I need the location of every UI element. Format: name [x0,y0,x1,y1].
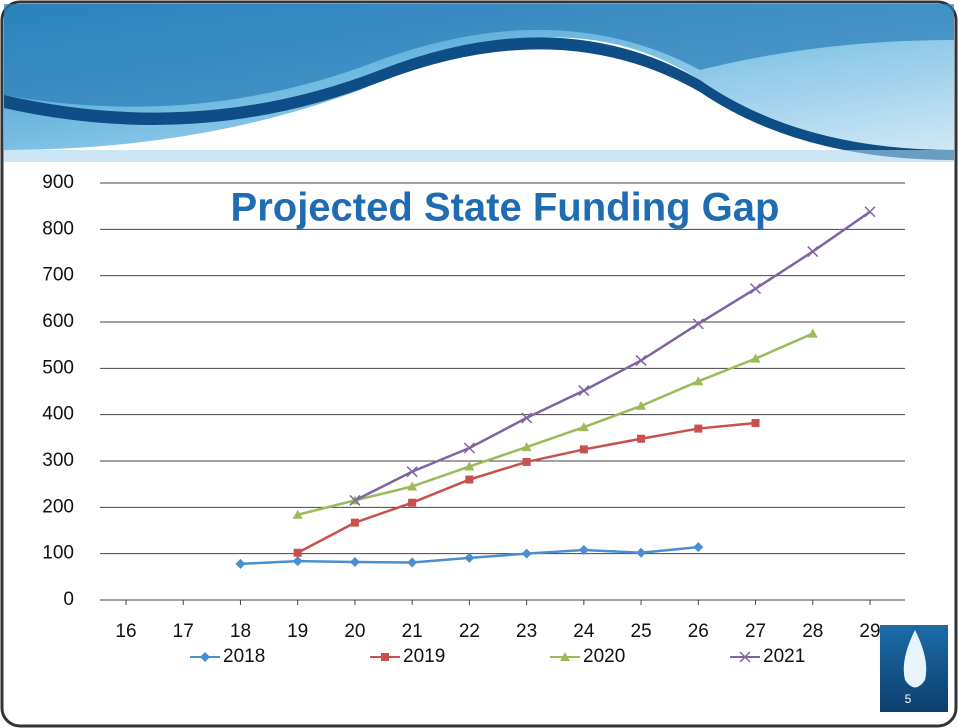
legend-label: 2021 [763,646,805,667]
x-tick-label: 23 [516,621,537,642]
y-tick-label: 700 [42,265,74,286]
x-tick-label: 26 [688,621,709,642]
header-wave-band [4,37,954,161]
marker [292,556,303,567]
marker [521,548,532,559]
marker [406,466,418,478]
marker [578,422,589,432]
marker [407,557,418,568]
marker [635,354,647,366]
marker [521,442,532,452]
marker [464,461,475,471]
marker [349,557,360,568]
x-tick-label: 27 [745,621,766,642]
legend-label: 2019 [403,646,445,667]
marker [807,246,819,258]
marker [464,552,475,563]
marker [293,548,302,557]
marker [636,400,647,410]
legend-marker [381,653,389,661]
x-tick-label: 20 [344,621,365,642]
legend-marker [200,652,210,662]
marker [465,475,474,484]
legend-marker [560,652,570,661]
x-tick-label: 21 [402,621,423,642]
drop-icon [903,630,927,688]
y-tick-label: 200 [42,496,74,517]
marker [350,518,359,527]
marker [864,206,876,218]
legend-marker [739,651,751,663]
marker [637,434,646,443]
chart-title: Projected State Funding Gap [231,186,780,230]
marker [235,558,246,569]
x-tick-label: 25 [631,621,652,642]
marker [522,457,531,466]
legend-label: 2020 [583,646,625,667]
marker [578,385,590,397]
header-bottom [4,150,954,162]
x-tick-label: 29 [859,621,880,642]
x-tick-label: 19 [287,621,308,642]
x-tick-label: 17 [173,621,194,642]
marker [578,544,589,555]
y-tick-label: 600 [42,311,74,332]
marker [751,419,760,428]
y-tick-label: 800 [42,218,74,239]
marker [521,412,533,424]
marker [579,445,588,454]
series-line [297,332,814,516]
marker [407,481,418,491]
header-wave-top [4,4,954,107]
y-tick-label: 100 [42,543,74,564]
marker [693,376,704,386]
legend-label: 2018 [223,646,265,667]
series-line [354,210,871,502]
marker [807,328,818,338]
marker [694,424,703,433]
y-tick-label: 900 [42,172,74,193]
y-tick-label: 400 [42,404,74,425]
marker [750,353,761,363]
page-number: 5 [905,692,912,706]
x-tick-label: 16 [115,621,136,642]
x-tick-label: 22 [459,621,480,642]
x-tick-label: 24 [573,621,595,642]
y-tick-label: 0 [63,589,74,610]
marker [349,494,361,506]
marker [408,498,417,507]
marker [463,442,475,454]
marker [692,318,704,330]
marker [636,547,647,558]
marker [292,509,303,519]
marker [693,542,704,553]
y-tick-label: 500 [42,357,74,378]
x-tick-label: 28 [802,621,823,642]
x-tick-label: 18 [230,621,251,642]
marker [750,283,762,295]
y-tick-label: 300 [42,450,74,471]
